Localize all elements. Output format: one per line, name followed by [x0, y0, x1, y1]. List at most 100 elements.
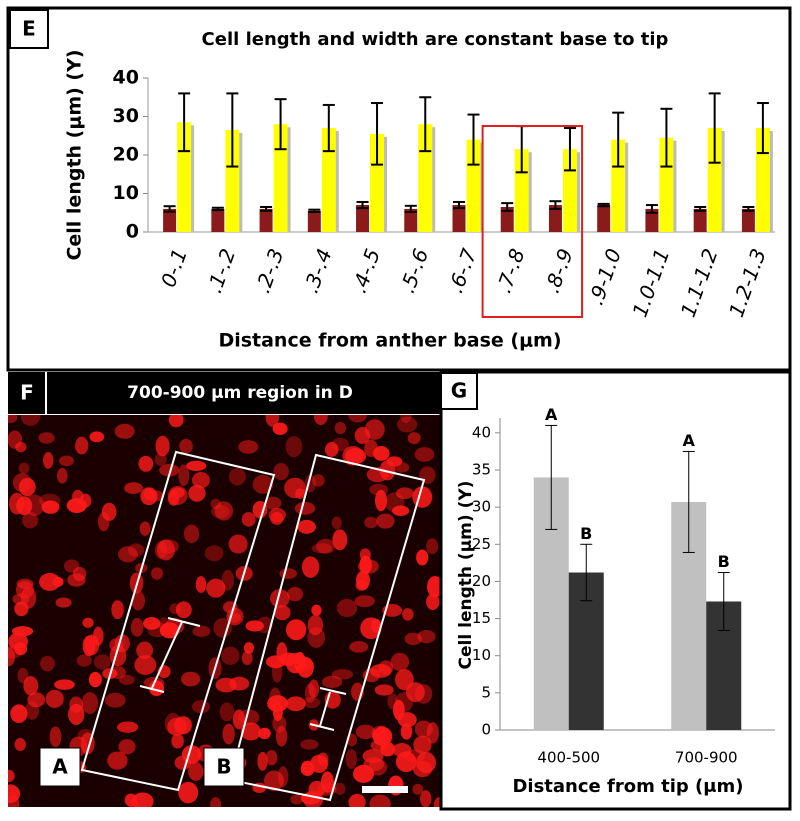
cell-blob [316, 538, 335, 554]
cell-blob [345, 448, 367, 465]
cell-blob [270, 589, 290, 608]
x-tick-label: 0-.1 [156, 245, 192, 290]
cell-blob [8, 647, 16, 667]
cell-blob [211, 505, 230, 519]
cell-blob [116, 721, 139, 733]
cell-blob [400, 415, 412, 423]
cell-blob [360, 617, 382, 640]
cell-blob [276, 642, 288, 664]
y-tick-label: 30 [113, 105, 139, 127]
cell-blob [59, 455, 74, 467]
cell-blob [180, 671, 201, 687]
cell-blob [307, 627, 326, 648]
x-tick-label: 1.1-1.2 [676, 245, 723, 320]
region-label: B [216, 755, 231, 779]
cell-blob [140, 487, 158, 506]
cell-blob [416, 549, 429, 566]
cell-blob [104, 692, 126, 708]
cell-blob [38, 432, 55, 444]
cell-blob [188, 762, 204, 781]
cell-blob [331, 516, 342, 530]
cell-blob [156, 539, 175, 561]
region-outline [80, 450, 276, 792]
cell-blob [10, 704, 28, 724]
cell-blob [107, 751, 128, 770]
cell-blob [171, 733, 184, 749]
cell-blob [374, 489, 388, 512]
cell-blob [39, 572, 61, 591]
measure-tick [167, 617, 201, 627]
bar [466, 139, 481, 232]
panel-f-header [8, 372, 440, 414]
cell-blob [302, 696, 321, 709]
cell-blob [39, 493, 61, 508]
bar [611, 139, 626, 232]
cell-blob [154, 453, 167, 467]
cell-blob [308, 679, 320, 698]
chart-title: Cell length and width are constant base … [202, 29, 669, 50]
cell-blob [210, 797, 222, 807]
cell-blob [427, 575, 440, 598]
cell-blob [222, 723, 235, 745]
cell-blob [294, 501, 316, 515]
cell-blob [426, 593, 440, 610]
cell-blob [390, 652, 410, 671]
bar [259, 208, 273, 232]
cell-blob [311, 604, 322, 616]
cell-blob [175, 601, 192, 619]
cell-blob [274, 604, 291, 621]
cell-blob [332, 529, 348, 551]
cell-blob [311, 543, 332, 554]
cell-blob [118, 739, 136, 755]
cell-blob [395, 487, 414, 500]
panel-g-frame [439, 370, 792, 811]
cell-blob [151, 567, 164, 580]
cell-blob [63, 559, 80, 573]
cell-blob [285, 619, 307, 641]
x-tick-label: .8-.9 [540, 245, 578, 296]
cell-blob [169, 603, 181, 615]
regions [80, 450, 426, 802]
cell-blob [414, 447, 435, 462]
measure-tick [309, 723, 335, 731]
cell-blob [369, 794, 391, 807]
annotation: B [718, 552, 730, 571]
cell-blob [139, 521, 151, 536]
bar [307, 210, 321, 232]
cell-blob [127, 543, 145, 557]
bar [597, 205, 611, 232]
cell-blob [18, 462, 30, 474]
x-tick-label: .1-.2 [202, 245, 240, 296]
bar [177, 122, 192, 232]
measure-arrow [151, 621, 183, 689]
region-label: A [52, 755, 68, 779]
x-tick-label: .3-.4 [299, 245, 337, 296]
cell-blob [134, 654, 157, 675]
cell-blob [191, 471, 210, 489]
cell-blob [348, 415, 367, 423]
cell-blob [370, 739, 389, 752]
cell-blob [238, 440, 259, 454]
cell-blob [345, 749, 357, 769]
cell-blob [45, 689, 64, 708]
cell-blob [23, 675, 39, 696]
y-tick-label: 5 [481, 683, 491, 701]
cell-blob [374, 684, 394, 696]
x-axis-title: Distance from tip (μm) [512, 776, 743, 797]
cell-blob [14, 642, 28, 656]
cell-blob [27, 692, 46, 708]
cell-blob [287, 586, 304, 602]
cell-blob [195, 576, 207, 593]
cell-blob [349, 641, 369, 653]
cell-blob [348, 793, 366, 807]
cell-blob [245, 620, 264, 632]
cell-blob [16, 496, 33, 516]
annotation: A [545, 405, 558, 424]
cell-blob [188, 484, 206, 502]
cell-blob [272, 715, 287, 733]
cell-blob [402, 608, 414, 621]
cell-blob [206, 578, 226, 598]
cell-blob [313, 415, 328, 426]
cell-blob [252, 475, 274, 494]
